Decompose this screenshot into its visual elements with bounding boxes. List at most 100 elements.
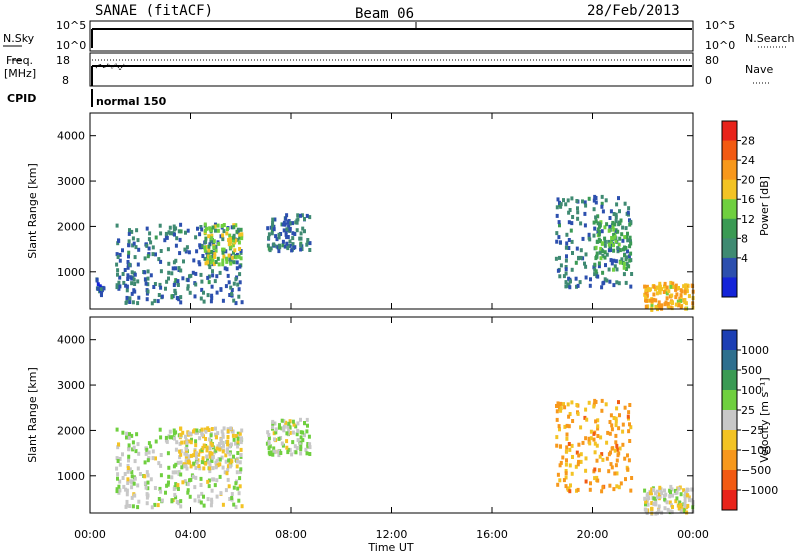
velocity-echo-cell	[182, 462, 186, 467]
power-echo-cell	[567, 238, 571, 242]
power-echo-cell	[284, 230, 288, 235]
velocity-echo-cell	[189, 440, 193, 445]
power-colorbar: 28 24 20 16 12 8 4	[721, 120, 755, 298]
velocity-echo-cell	[205, 448, 209, 453]
velocity-echo-cell	[563, 424, 567, 429]
power-echo-cell	[285, 241, 289, 246]
power-echo-cell	[229, 261, 233, 266]
velocity-echo-cell	[136, 483, 140, 488]
velocity-echo-cell	[179, 449, 183, 454]
velocity-echo-cell	[170, 435, 174, 440]
power-echo-cell	[306, 240, 310, 245]
power-echo-cell	[209, 239, 213, 244]
power-echo-cell	[210, 293, 214, 298]
power-echo-cell	[290, 248, 294, 253]
velocity-echo-cell	[206, 426, 210, 431]
power-echo-cell	[596, 227, 600, 232]
power-echo-cell	[146, 289, 150, 294]
velocity-echo-cell	[208, 462, 212, 467]
power-echo-cell	[671, 285, 675, 289]
velocity-echo-cell	[614, 423, 618, 428]
power-echo-cell	[235, 266, 239, 271]
power-echo-cell	[294, 220, 298, 225]
velocity-echo-cell	[137, 451, 141, 456]
power-echo-cell	[148, 231, 152, 236]
velocity-echo-cell	[116, 476, 119, 481]
power-echo-cell	[601, 241, 604, 246]
power-echo-cell	[200, 279, 204, 284]
velocity-echo-cell	[117, 484, 121, 489]
power-echo-cell	[125, 295, 129, 300]
power-echo-cell	[227, 253, 231, 258]
power-echo-cell	[575, 284, 578, 289]
velocity-echo-cell	[227, 458, 231, 463]
power-echo-cell	[562, 274, 566, 279]
velocity-echo-cell	[185, 466, 189, 471]
power-echo-cell	[240, 300, 244, 305]
velocity-echo-cell	[278, 423, 281, 428]
velocity-echo-cell	[654, 491, 657, 496]
power-echo-cell	[197, 260, 201, 265]
velocity-echo-cell	[612, 487, 616, 492]
power-echo-cell	[598, 250, 602, 255]
power-echo-cell	[644, 288, 648, 293]
velocity-echo-cell	[174, 447, 178, 452]
velocity-y-tick-label: 1000	[57, 470, 85, 483]
nsky-tick-bottom: 10^0	[56, 39, 86, 52]
time-tick-label: 08:00	[275, 528, 307, 541]
velocity-echo-cell	[232, 485, 236, 490]
velocity-echo-cell	[558, 406, 561, 411]
velocity-echo-cell	[567, 424, 571, 429]
velocity-echo-cell	[596, 434, 600, 438]
velocity-echo-cell	[151, 449, 155, 454]
velocity-echo-cell	[121, 452, 124, 457]
power-echo-cell	[200, 243, 204, 248]
power-echo-cell	[620, 257, 624, 262]
velocity-echo-cell	[145, 501, 149, 506]
power-echo-cell	[593, 272, 597, 277]
power-echo-cell	[554, 256, 558, 261]
velocity-echo-cell	[215, 494, 219, 499]
velocity-echo-cell	[286, 424, 290, 429]
velocity-echo-cell	[116, 459, 120, 463]
power-echo-cell	[116, 255, 120, 259]
power-echo-cell	[208, 255, 212, 260]
power-echo-cell	[236, 282, 240, 287]
velocity-echo-cell	[121, 476, 125, 480]
velocity-echo-cell	[210, 458, 214, 463]
velocity-echo-cell	[605, 456, 609, 461]
power-echo-cell	[605, 222, 609, 227]
velocity-echo-cell	[240, 504, 244, 509]
power-echo-cell	[611, 224, 615, 229]
power-echo-cell	[564, 267, 568, 272]
power-echo-cell	[237, 287, 241, 292]
velocity-echo-cell	[210, 497, 214, 502]
velocity-echo-cell	[202, 443, 206, 448]
power-echo-cell	[232, 235, 235, 240]
velocity-echo-cell	[296, 438, 300, 443]
velocity-echo-cell	[662, 494, 666, 498]
velocity-echo-cell	[154, 439, 158, 444]
power-echo-cell	[195, 249, 199, 254]
power-echo-cell	[174, 243, 178, 248]
power-echo-cell	[118, 252, 122, 257]
power-echo-cell	[217, 262, 221, 267]
velocity-echo-cell	[210, 451, 214, 456]
power-echo-cell	[229, 245, 233, 250]
power-echo-cell	[271, 217, 275, 222]
velocity-colorbar-swatch	[722, 410, 737, 431]
power-y-tick-label: 4000	[57, 130, 85, 143]
velocity-echo-cell	[133, 476, 137, 481]
power-echo-cell	[207, 234, 211, 239]
velocity-echo-cell	[600, 398, 604, 403]
power-echo-cell	[566, 198, 570, 203]
power-echo-cell	[127, 239, 131, 244]
velocity-echo-cell	[236, 486, 240, 491]
power-echo-cell	[207, 248, 211, 253]
velocity-echo-cell	[308, 445, 312, 450]
power-echo-cell	[236, 237, 240, 242]
power-echo-cell	[628, 222, 632, 227]
power-echo-cell	[603, 239, 607, 244]
velocity-echo-cell	[646, 502, 650, 507]
power-echo-cell	[133, 282, 137, 286]
